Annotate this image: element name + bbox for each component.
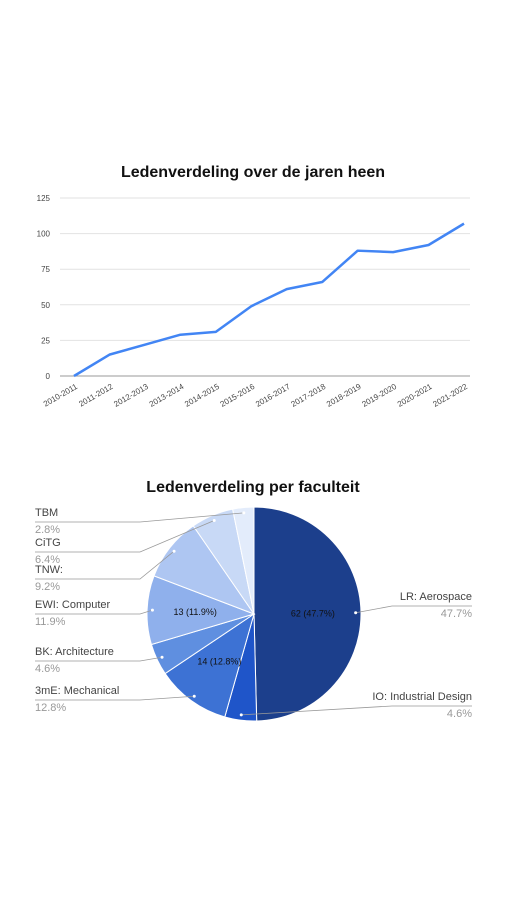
slice-value-label: 14 (12.8%) bbox=[197, 657, 241, 667]
slice-percent-label: 47.7% bbox=[441, 608, 472, 620]
y-tick-label: 75 bbox=[41, 265, 50, 274]
x-tick-label: 2021-2022 bbox=[431, 382, 469, 409]
leader-dot bbox=[172, 549, 176, 553]
x-tick-label: 2018-2019 bbox=[325, 382, 363, 409]
slice-value-label: 13 (11.9%) bbox=[174, 607, 217, 617]
leader-line bbox=[35, 512, 244, 523]
series-line bbox=[73, 222, 465, 378]
x-tick-label: 2017-2018 bbox=[290, 382, 328, 409]
leader-dot bbox=[242, 511, 246, 515]
slice-name-label: TNW: bbox=[35, 564, 63, 576]
x-tick-label: 2014-2015 bbox=[183, 382, 221, 409]
slice-percent-label: 2.8% bbox=[35, 524, 60, 536]
slice-percent-label: 6.4% bbox=[35, 554, 60, 566]
pie-chart: 62 (47.7%) LR: Aerospace 47.7% IO: Industri… bbox=[35, 506, 472, 722]
slice-name-label: BK: Architecture bbox=[35, 646, 114, 658]
leader-line bbox=[355, 605, 472, 614]
slice-percent-label: 4.6% bbox=[35, 663, 60, 675]
leader-line bbox=[241, 705, 472, 716]
x-tick-label: 2011-2012 bbox=[77, 382, 115, 409]
x-tick-label: 2015-2016 bbox=[219, 382, 257, 409]
x-tick-label: 2013-2014 bbox=[148, 382, 186, 409]
y-tick-label: 25 bbox=[41, 336, 50, 345]
slice-percent-label: 4.6% bbox=[447, 708, 472, 720]
leader-line bbox=[35, 550, 175, 580]
line-chart: 0 25 50 75 100 125 2010-20112011-20122012-2013… bbox=[37, 194, 470, 409]
slice-percent-label: 11.9% bbox=[35, 616, 66, 628]
x-tick-label: 2019-2020 bbox=[360, 382, 398, 409]
leader-line bbox=[35, 656, 163, 662]
leader-line bbox=[35, 609, 153, 615]
y-tick-label: 100 bbox=[37, 230, 51, 239]
y-tick-label: 50 bbox=[41, 301, 50, 310]
pie-chart-title: Ledenverdeling per faculteit bbox=[146, 479, 360, 496]
slice-name-label: TBM bbox=[35, 507, 58, 519]
slice-percent-label: 9.2% bbox=[35, 581, 60, 593]
slice-name-label: 3mE: Mechanical bbox=[35, 685, 119, 697]
slice-value-label: 62 (47.7%) bbox=[291, 608, 335, 618]
leader-dot bbox=[192, 694, 196, 698]
slice-name-label: LR: Aerospace bbox=[400, 591, 472, 603]
x-tick-label: 2012-2013 bbox=[112, 382, 150, 409]
leader-dot bbox=[150, 608, 154, 612]
slice-percent-label: 12.8% bbox=[35, 702, 66, 714]
leader-dot bbox=[239, 713, 243, 717]
pie-slice bbox=[232, 506, 255, 615]
leader-line bbox=[35, 695, 195, 701]
y-tick-label: 0 bbox=[46, 372, 51, 381]
x-tick-label: 2016-2017 bbox=[254, 382, 292, 409]
pie-slice bbox=[164, 612, 255, 718]
line-chart-title: Ledenverdeling over de jaren heen bbox=[120, 164, 386, 181]
leader-line bbox=[35, 520, 215, 553]
pie-slice bbox=[146, 575, 256, 646]
slice-name-label: EWI: Computer bbox=[35, 599, 111, 611]
leader-dot bbox=[160, 655, 164, 659]
slice-name-label: IO: Industrial Design bbox=[372, 691, 472, 703]
y-tick-label: 125 bbox=[37, 194, 51, 203]
slice-name-label: CiTG bbox=[35, 537, 61, 549]
leader-dot bbox=[212, 518, 216, 522]
pie-slice bbox=[253, 506, 362, 722]
x-tick-label: 2020-2021 bbox=[396, 382, 434, 409]
x-tick-label: 2010-2011 bbox=[42, 382, 80, 409]
leader-dot bbox=[354, 611, 358, 615]
